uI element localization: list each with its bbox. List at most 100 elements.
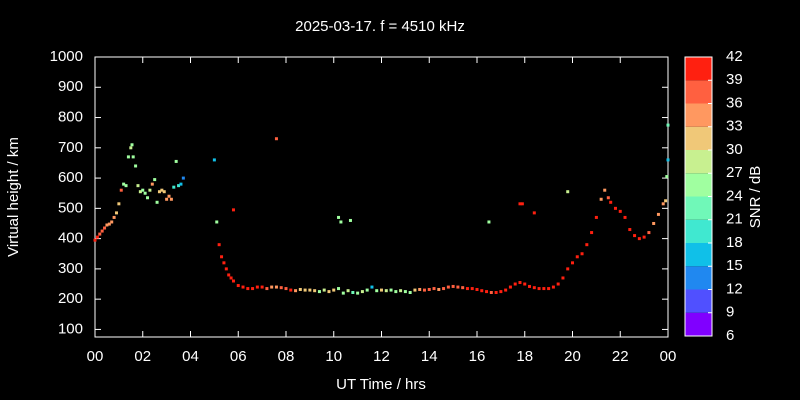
colorbar-tick-label: 33	[726, 118, 743, 135]
colorbar-bin	[685, 219, 712, 243]
data-point	[585, 243, 589, 247]
data-point	[599, 197, 603, 201]
colorbar-tick-label: 6	[726, 327, 734, 344]
data-point	[114, 211, 118, 215]
data-point	[337, 215, 341, 219]
data-point	[110, 220, 114, 224]
data-point	[499, 290, 503, 294]
data-point	[399, 289, 403, 293]
data-point	[561, 276, 565, 280]
data-point	[136, 184, 140, 188]
data-point	[566, 267, 570, 271]
colorbar-bin	[685, 80, 712, 104]
data-point	[124, 184, 128, 188]
y-tick-label: 1000	[50, 48, 83, 65]
data-point	[212, 158, 216, 162]
data-point	[504, 288, 508, 292]
data-point	[537, 287, 541, 291]
data-point	[327, 290, 331, 294]
data-point	[177, 184, 181, 188]
data-point	[442, 287, 446, 291]
colorbar-tick-label: 27	[726, 164, 743, 181]
chart-title: 2025-03-17. f = 4510 kHz	[295, 18, 465, 35]
data-point	[348, 218, 352, 222]
y-tick-label: 200	[58, 290, 83, 307]
data-point	[346, 289, 350, 293]
x-tick-label: 22	[612, 348, 629, 365]
colorbar-tick-label: 12	[726, 280, 743, 297]
data-point	[298, 287, 302, 291]
data-point	[289, 288, 293, 292]
data-point	[337, 287, 341, 291]
data-point	[528, 284, 532, 288]
data-point	[131, 155, 135, 159]
data-point	[494, 291, 498, 295]
data-point	[606, 196, 610, 200]
data-point	[571, 261, 574, 265]
colorbar-bin	[685, 103, 712, 127]
data-point	[633, 234, 637, 238]
data-point	[229, 276, 233, 280]
data-point	[217, 243, 221, 247]
y-tick-label: 300	[58, 260, 83, 277]
x-tick-label: 00	[660, 348, 677, 365]
data-point	[470, 287, 474, 291]
data-point	[284, 287, 288, 291]
y-tick-label: 100	[58, 320, 83, 337]
data-point	[375, 289, 379, 293]
data-point	[246, 287, 250, 291]
colorbar-tick-label: 15	[726, 257, 743, 274]
data-point	[220, 255, 224, 259]
data-point	[437, 287, 441, 291]
data-point	[351, 291, 355, 295]
data-point	[432, 287, 436, 291]
data-point	[575, 255, 579, 259]
data-point	[138, 190, 142, 194]
colorbar-tick-label: 36	[726, 94, 743, 111]
data-point	[480, 289, 484, 293]
data-point	[167, 194, 171, 198]
data-point	[523, 282, 527, 286]
data-point	[556, 282, 560, 286]
data-point	[174, 159, 178, 163]
data-point	[231, 279, 235, 283]
colorbar-bin	[685, 196, 712, 220]
x-tick-label: 18	[516, 348, 533, 365]
colorbar-bin	[685, 289, 712, 313]
colorbar-bin	[685, 173, 712, 197]
data-point	[332, 288, 336, 292]
data-point	[456, 285, 460, 289]
colorbar-tick-label: 42	[726, 48, 743, 65]
colorbar-bin	[685, 266, 712, 290]
data-point	[594, 215, 598, 219]
x-tick-label: 12	[373, 348, 390, 365]
data-point	[461, 286, 465, 290]
data-point	[380, 288, 383, 292]
data-point	[119, 188, 123, 192]
colorbar-tick-label: 24	[726, 187, 743, 204]
colorbar-tick-label: 21	[726, 211, 743, 228]
data-point	[222, 261, 226, 265]
x-tick-label: 06	[230, 348, 247, 365]
colorbar-tick-label: 39	[726, 71, 743, 88]
data-point	[356, 291, 360, 295]
data-point	[566, 190, 570, 194]
data-point	[508, 285, 512, 289]
data-point	[294, 289, 298, 293]
data-point	[518, 202, 522, 206]
data-point	[134, 164, 138, 168]
data-point	[93, 238, 97, 242]
data-point	[157, 190, 161, 194]
y-axis-label: Virtual height / km	[5, 137, 22, 257]
data-point	[339, 220, 343, 224]
data-point	[107, 222, 111, 226]
data-point	[487, 220, 491, 224]
data-point	[270, 285, 274, 289]
data-point	[666, 158, 670, 162]
data-point	[103, 226, 107, 230]
data-point	[542, 287, 546, 291]
colorbar-bin	[685, 243, 712, 267]
data-point	[313, 289, 317, 293]
data-point	[274, 285, 278, 289]
data-point	[628, 228, 632, 232]
